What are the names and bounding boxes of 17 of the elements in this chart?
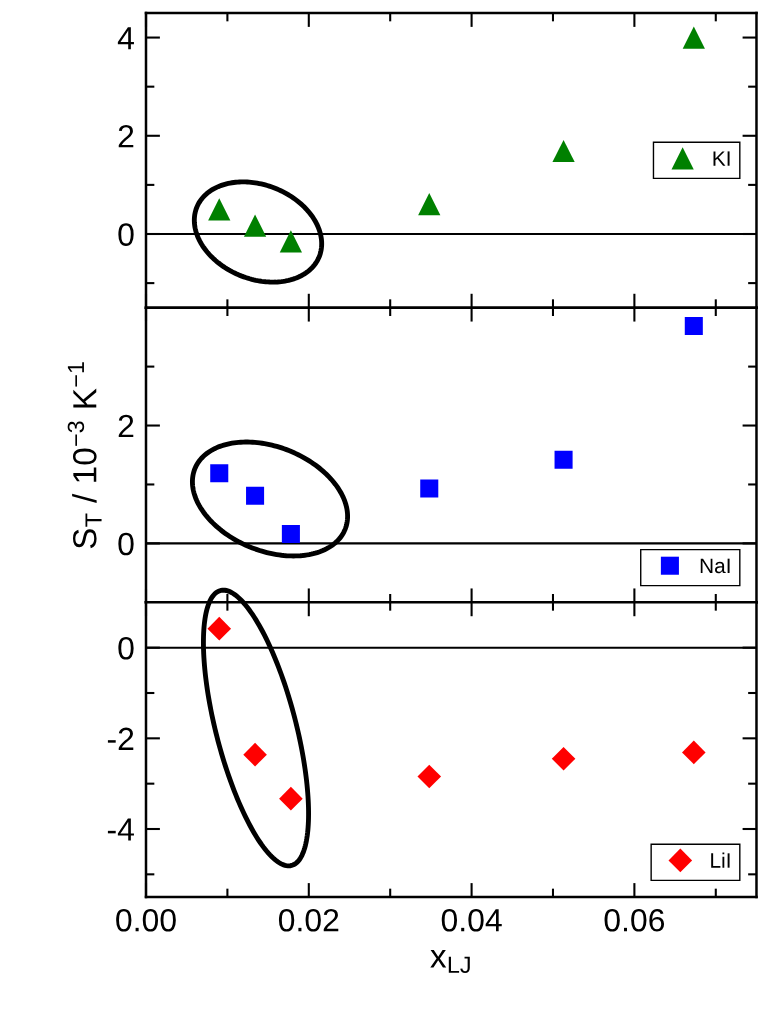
y-tick-label: 0: [118, 223, 134, 246]
x-tick-label: 0.00: [116, 908, 176, 932]
y-axis-title: S$_{T}$ / 10$^{−3}$ K$^{−1}$: [67, 362, 102, 549]
x-tick-label: 0.06: [604, 908, 665, 932]
x-tick-label: 0.02: [278, 908, 339, 932]
y-tick-label: 2: [118, 414, 134, 438]
y-tick-label: 0: [118, 532, 134, 556]
y-tick-label: -4: [107, 818, 134, 841]
y-tick-label: -2: [107, 727, 134, 750]
legend-label: KI: [713, 151, 730, 166]
x-axis-title: x$_{LJ}$: [430, 949, 470, 974]
legend-label: LiI: [711, 852, 730, 868]
y-tick-label: 0: [118, 636, 134, 660]
legend-label: NaI: [700, 558, 730, 574]
y-tick-label: 4: [117, 27, 134, 50]
x-tick-label: 0.04: [441, 908, 502, 932]
y-tick-label: 2: [118, 125, 134, 148]
